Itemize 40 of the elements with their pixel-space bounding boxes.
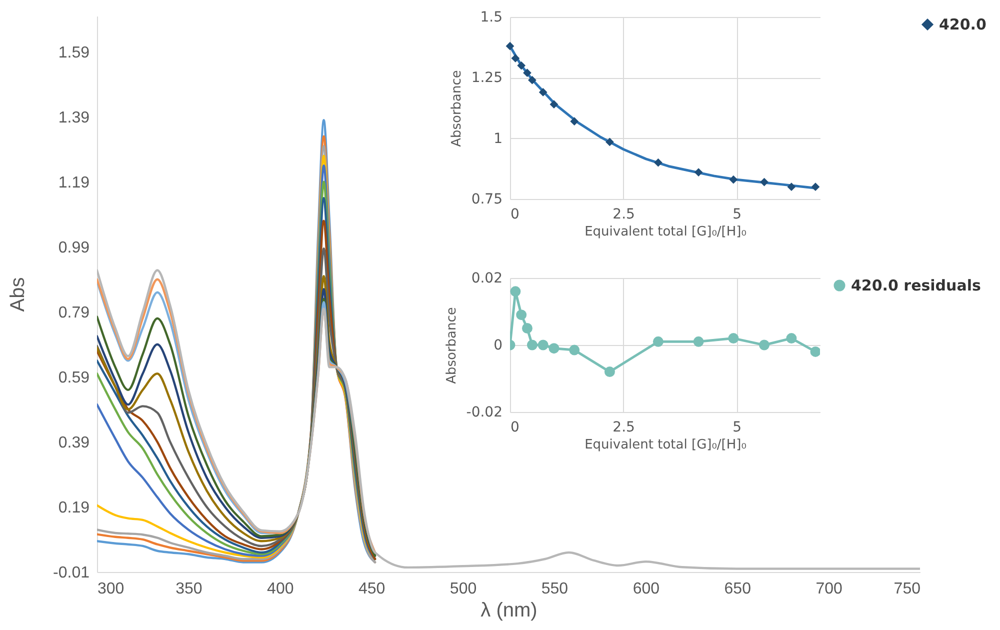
x-tick-label: 300 xyxy=(98,580,124,598)
x-tick-label: 700 xyxy=(816,580,842,598)
x-tick-label: 0 xyxy=(510,206,520,222)
y-tick-label: 1.5 xyxy=(480,10,502,26)
x-axis-title: Equivalent total [G]₀/[H]₀ xyxy=(584,224,746,240)
y-tick-label: 0 xyxy=(494,338,502,354)
x-tick-label: 350 xyxy=(176,580,202,598)
x-tick-label: 750 xyxy=(894,580,921,598)
x-tick-label: 550 xyxy=(541,580,568,598)
x-tick-label: 2.5 xyxy=(612,206,635,222)
y-tick-label: 0.59 xyxy=(58,369,90,386)
y-tick-label: 0.75 xyxy=(471,192,502,208)
y-tick-label: 0.19 xyxy=(58,499,90,516)
x-tick-label: 500 xyxy=(450,580,477,598)
y-tick-label: 0.79 xyxy=(58,304,90,322)
x-tick-label: 600 xyxy=(632,580,660,598)
y-tick-label: -0.01 xyxy=(53,564,90,582)
y-axis-title: Absorbance xyxy=(449,70,464,147)
x-tick-label: 5 xyxy=(732,420,742,436)
legend-label: 420.0 residuals xyxy=(851,276,981,294)
x-tick-label: 450 xyxy=(358,580,386,598)
y-tick-label: 1.39 xyxy=(58,109,90,126)
x-tick-label: 0 xyxy=(510,420,520,436)
x-tick-label: 400 xyxy=(267,580,294,598)
y-tick-label: 1.25 xyxy=(471,70,502,86)
y-tick-label: 0.39 xyxy=(58,434,90,452)
y-tick-label: 1.59 xyxy=(58,44,90,62)
y-tick-label: -0.02 xyxy=(466,404,502,420)
y-axis-title: Absorbance xyxy=(444,307,460,384)
x-tick-label: 2.5 xyxy=(612,420,635,436)
x-tick-label: 5 xyxy=(732,206,742,222)
y-tick-label: 1 xyxy=(494,130,502,147)
x-tick-label: 650 xyxy=(724,580,752,598)
y-tick-label: 0.02 xyxy=(471,270,502,286)
y-axis-title: Abs xyxy=(7,277,30,312)
legend-label: 420.0 xyxy=(939,16,986,34)
y-tick-label: 0.99 xyxy=(58,239,90,256)
x-axis-title: Equivalent total [G]₀/[H]₀ xyxy=(584,438,746,452)
x-axis-title: λ (nm) xyxy=(480,600,538,622)
y-tick-label: 1.19 xyxy=(58,174,90,192)
